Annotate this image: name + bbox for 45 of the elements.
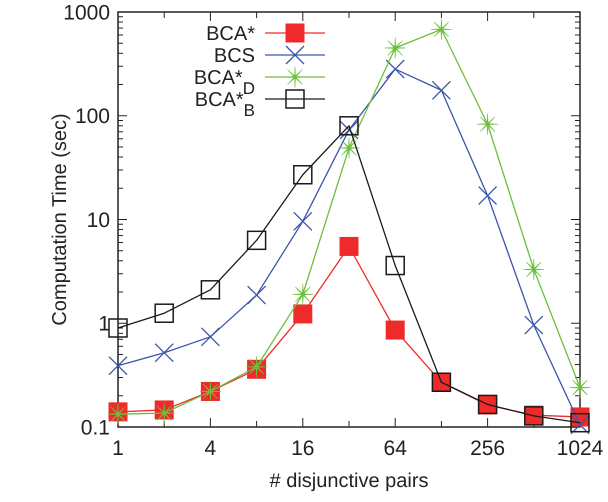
y-tick-label: 10 [86, 208, 110, 232]
y-tick-label: 1 [98, 312, 110, 336]
point [107, 404, 129, 425]
point [108, 356, 128, 376]
y-axis-title: Computation Time (sec) [49, 113, 71, 326]
point [524, 315, 544, 335]
point [246, 285, 266, 305]
point [340, 236, 358, 256]
point [293, 212, 312, 231]
y-tick-label: 1000 [63, 1, 110, 24]
point [108, 318, 128, 338]
x-axis-title: # disjunctive pairs [270, 470, 428, 492]
point [523, 258, 544, 280]
x-tick-label: 4 [204, 437, 217, 460]
point [246, 230, 266, 250]
point [339, 120, 359, 140]
point [476, 113, 498, 135]
y-tick-label: 100 [74, 105, 110, 128]
point [200, 280, 220, 300]
point [338, 137, 360, 159]
point [569, 376, 591, 398]
point [200, 327, 220, 346]
point [154, 303, 174, 323]
point [385, 256, 405, 276]
point [478, 186, 498, 206]
point [246, 356, 268, 378]
point [292, 284, 314, 305]
y-tick-label: 0.1 [80, 416, 110, 440]
legend-label: BCA* [206, 23, 256, 45]
x-tick-label: 64 [384, 437, 408, 460]
point [154, 402, 175, 424]
point [339, 116, 359, 136]
point [293, 304, 312, 324]
point [430, 18, 452, 40]
point [386, 320, 405, 340]
x-tick-label: 1024 [556, 437, 604, 460]
x-tick-label: 256 [470, 437, 506, 460]
x-tick-label: 16 [291, 437, 314, 460]
x-tick-label: 1 [112, 437, 124, 460]
legend-label: BCS [214, 45, 255, 67]
point [154, 343, 174, 362]
point [384, 37, 406, 59]
point [293, 164, 313, 184]
point [432, 80, 452, 100]
point [386, 59, 405, 79]
